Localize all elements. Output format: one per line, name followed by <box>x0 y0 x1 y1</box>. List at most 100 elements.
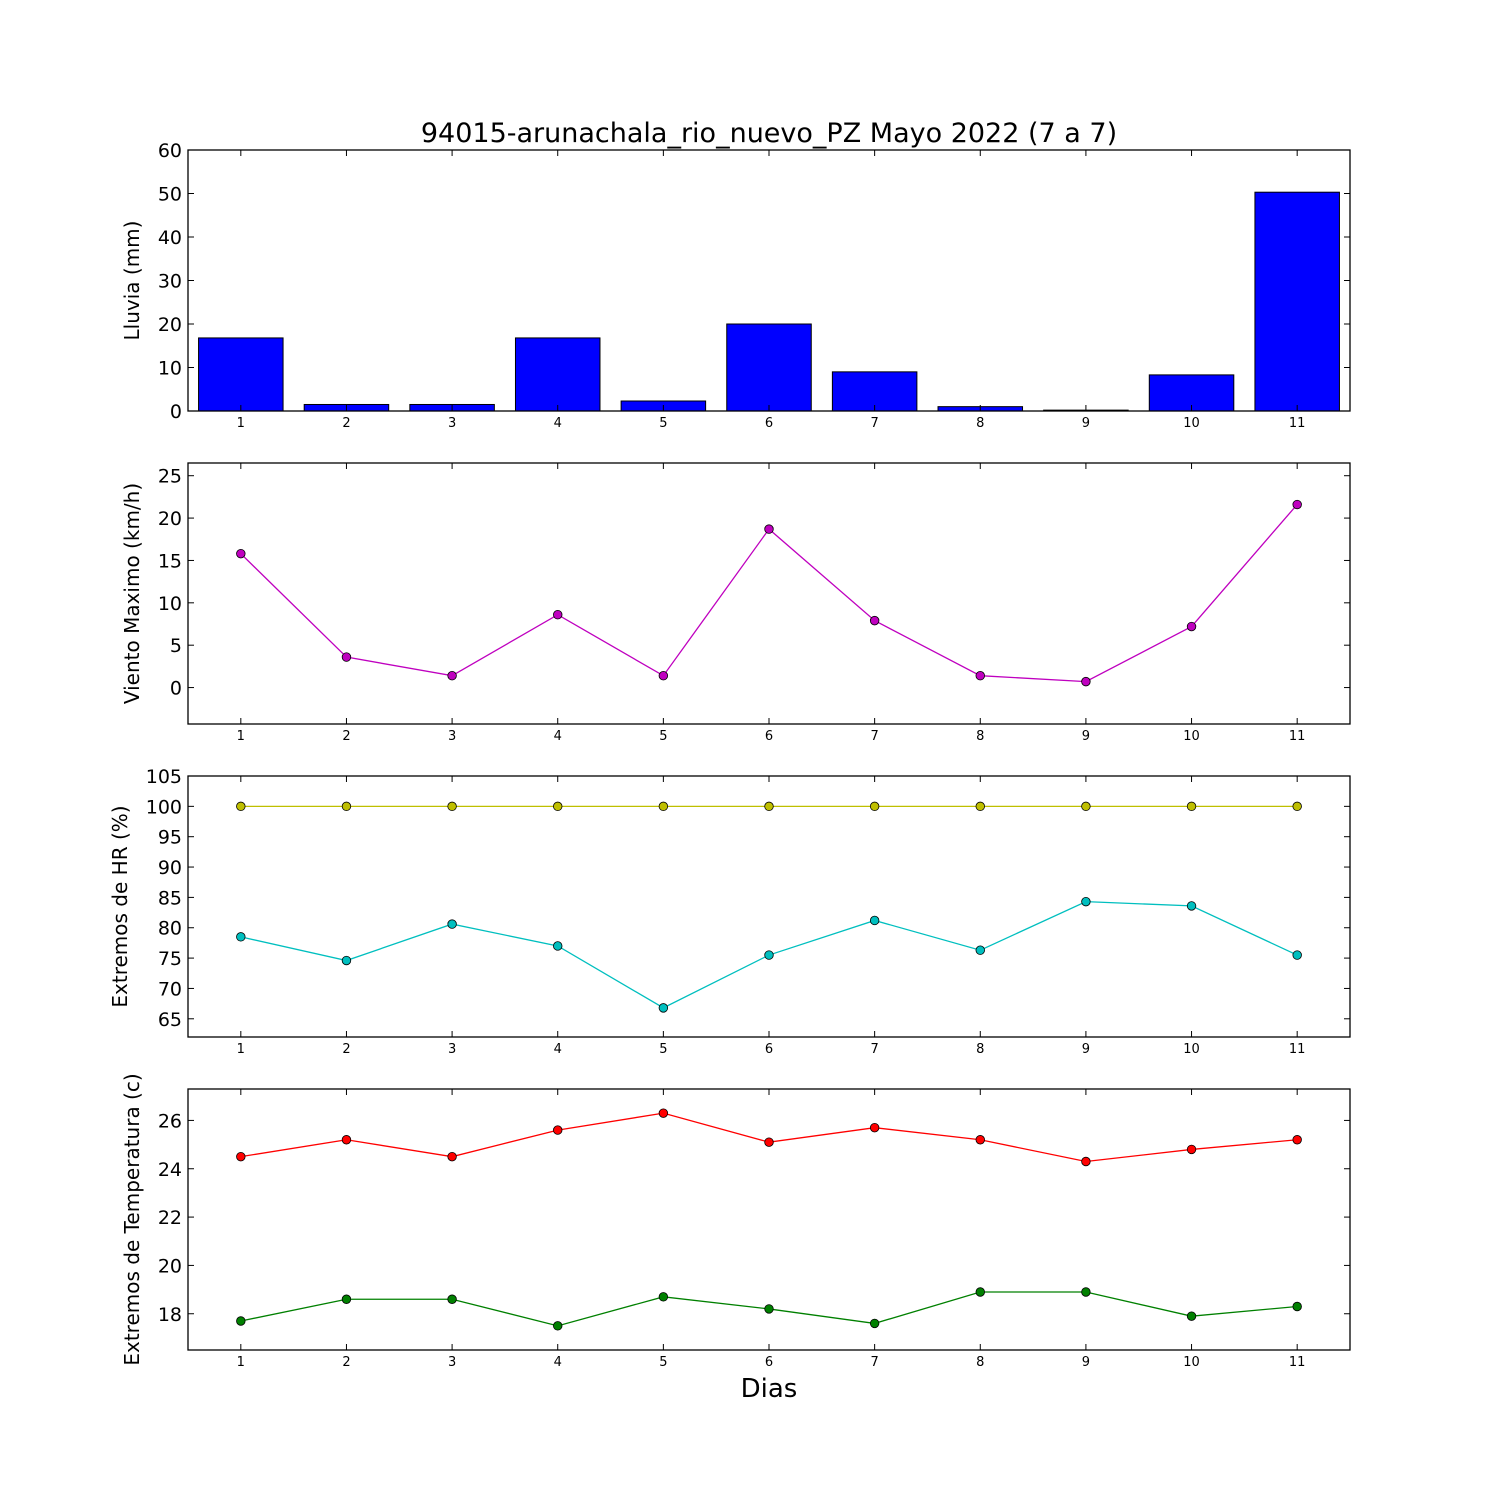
data-point <box>341 801 352 812</box>
panel-3: 1 2 3 4 5 6 7 8 9 10 11 65 70 75 80 85 90 95 100 105 Extremo… <box>108 766 1351 1057</box>
x-tick-label: 11 <box>1289 416 1306 431</box>
data-point <box>553 1125 563 1135</box>
data-point <box>447 801 457 812</box>
data-point <box>975 1135 985 1145</box>
data-point <box>236 548 246 559</box>
x-tick-label: 7 <box>870 416 878 431</box>
x-tick-label: 6 <box>765 1355 773 1370</box>
data-point <box>975 945 985 955</box>
x-tick-label: 5 <box>659 1355 667 1370</box>
data-point <box>1081 1156 1091 1167</box>
panel-4: 1 2 3 4 5 6 7 8 9 10 11 18 20 22 24 26 Extremos de Tempe… <box>120 1073 1351 1370</box>
data-point <box>869 615 880 626</box>
x-tick-label: 8 <box>976 416 984 431</box>
data-point <box>553 801 563 812</box>
x-tick-label: 6 <box>765 1042 773 1057</box>
data-point <box>764 801 774 812</box>
data-point <box>341 1135 352 1145</box>
data-point <box>658 1003 669 1013</box>
x-tick-label: 5 <box>659 1042 667 1057</box>
data-point <box>1292 950 1302 960</box>
x-tick-label: 2 <box>342 1042 350 1057</box>
x-tick-label: 10 <box>1183 729 1200 744</box>
x-tick-label: 1 <box>237 1355 245 1370</box>
x-tick-label: 11 <box>1289 1042 1306 1057</box>
x-tick-label: 4 <box>554 416 562 431</box>
data-point <box>764 524 774 534</box>
x-tick-label: 3 <box>448 1355 456 1370</box>
y-axis-label: Extremos de HR (%) <box>108 805 132 1007</box>
x-tick-label: 2 <box>342 1355 350 1370</box>
x-tick-label: 9 <box>1082 729 1090 744</box>
y-tick-label: 30 <box>158 271 182 293</box>
data-point <box>658 1108 669 1118</box>
y-tick-label: 40 <box>158 227 182 249</box>
x-tick-label: 9 <box>1082 1355 1090 1370</box>
bar <box>1254 191 1340 412</box>
data-point <box>1292 801 1302 812</box>
y-tick-label: 20 <box>158 508 182 530</box>
data-point <box>658 1292 669 1302</box>
data-point <box>658 671 669 681</box>
x-tick-label: 11 <box>1289 1355 1306 1370</box>
panel-1: 1 2 3 4 5 6 7 8 9 10 11 0 10 20 30 40 50 60 Lluvia (mm) <box>120 140 1351 431</box>
data-point <box>236 932 246 942</box>
x-tick-label: 10 <box>1183 416 1200 431</box>
y-tick-label: 75 <box>158 948 182 970</box>
data-point <box>869 801 880 812</box>
data-point <box>1186 901 1197 911</box>
x-tick-label: 7 <box>870 1355 878 1370</box>
x-tick-label: 3 <box>448 1042 456 1057</box>
data-point <box>447 1294 457 1304</box>
y-tick-label: 105 <box>146 766 182 788</box>
y-tick-label: 26 <box>158 1110 182 1132</box>
y-tick-label: 20 <box>158 1255 182 1277</box>
data-point <box>1081 896 1091 907</box>
y-axis-label: Lluvia (mm) <box>120 221 144 341</box>
data-point <box>869 915 880 926</box>
y-tick-label: 90 <box>158 857 182 879</box>
x-tick-label: 10 <box>1183 1042 1200 1057</box>
x-tick-label: 10 <box>1183 1355 1200 1370</box>
bar <box>1148 374 1235 412</box>
data-point <box>1186 1311 1197 1321</box>
data-point <box>341 652 352 662</box>
data-point <box>553 1321 563 1331</box>
data-point <box>1186 621 1197 632</box>
x-tick-label: 4 <box>554 1042 562 1057</box>
x-tick-label: 7 <box>870 729 878 744</box>
x-axis-label: Dias <box>741 1374 798 1404</box>
y-tick-label: 50 <box>158 184 182 206</box>
x-tick-label: 9 <box>1082 1042 1090 1057</box>
y-tick-label: 20 <box>158 314 182 336</box>
data-point <box>975 801 985 812</box>
x-tick-label: 1 <box>237 416 245 431</box>
y-tick-label: 80 <box>158 918 182 940</box>
y-tick-label: 70 <box>158 978 182 1000</box>
data-point <box>764 950 774 960</box>
y-tick-label: 22 <box>158 1207 182 1229</box>
x-tick-label: 6 <box>765 729 773 744</box>
data-point <box>1292 499 1302 510</box>
data-point <box>341 1294 352 1304</box>
data-point <box>447 671 457 681</box>
data-point <box>869 1318 880 1329</box>
x-tick-label: 1 <box>237 729 245 744</box>
y-tick-label: 100 <box>146 796 182 818</box>
data-point <box>764 1137 774 1147</box>
x-tick-label: 8 <box>976 1042 984 1057</box>
y-tick-label: 10 <box>158 358 182 380</box>
data-point <box>1292 1301 1302 1312</box>
y-tick-label: 10 <box>158 593 182 615</box>
data-point <box>1081 676 1091 687</box>
y-tick-label: 0 <box>170 678 182 700</box>
x-tick-label: 2 <box>342 729 350 744</box>
x-tick-label: 7 <box>870 1042 878 1057</box>
y-tick-label: 60 <box>158 140 182 162</box>
data-point <box>975 1287 985 1297</box>
bar <box>198 337 284 412</box>
chart-title: 94015-arunachala_rio_nuevo_PZ Mayo 2022 … <box>421 118 1117 149</box>
